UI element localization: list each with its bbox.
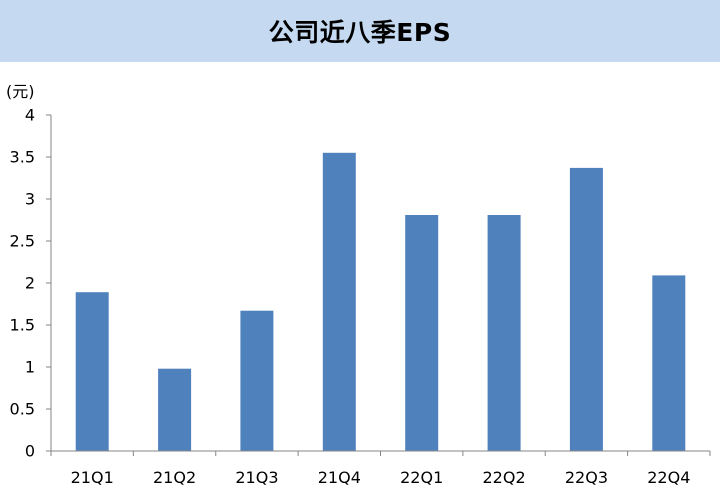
y-tick-label: 0 <box>25 442 35 461</box>
bar-22Q2 <box>487 215 521 451</box>
x-tick-label: 22Q2 <box>482 468 525 487</box>
y-axis-unit-label: (元) <box>6 82 35 101</box>
bar-21Q2 <box>158 368 192 451</box>
bar-21Q4 <box>322 152 356 452</box>
bar-22Q4 <box>652 275 686 451</box>
x-tick-label: 21Q1 <box>71 468 114 487</box>
y-tick-label: 2 <box>25 274 35 293</box>
y-tick-label: 3 <box>25 190 35 209</box>
bar-21Q3 <box>240 310 274 451</box>
x-tick-label: 21Q4 <box>318 468 361 487</box>
x-tick-label: 21Q2 <box>153 468 196 487</box>
x-tick-label: 22Q3 <box>565 468 608 487</box>
chart-title: 公司近八季EPS <box>268 18 452 47</box>
y-tick-label: 1 <box>25 358 35 377</box>
y-tick-label: 0.5 <box>10 400 35 419</box>
x-tick-label: 22Q4 <box>647 468 690 487</box>
title-banner: 公司近八季EPS <box>0 0 720 62</box>
bar-22Q1 <box>405 215 439 451</box>
x-tick-label: 21Q3 <box>235 468 278 487</box>
x-tick-label: 22Q1 <box>400 468 443 487</box>
y-tick-label: 4 <box>25 106 35 125</box>
y-tick-label: 3.5 <box>10 148 35 167</box>
y-tick-label: 1.5 <box>10 316 35 335</box>
y-tick-label: 2.5 <box>10 232 35 251</box>
bar-22Q3 <box>569 167 603 451</box>
bar-21Q1 <box>75 292 109 451</box>
